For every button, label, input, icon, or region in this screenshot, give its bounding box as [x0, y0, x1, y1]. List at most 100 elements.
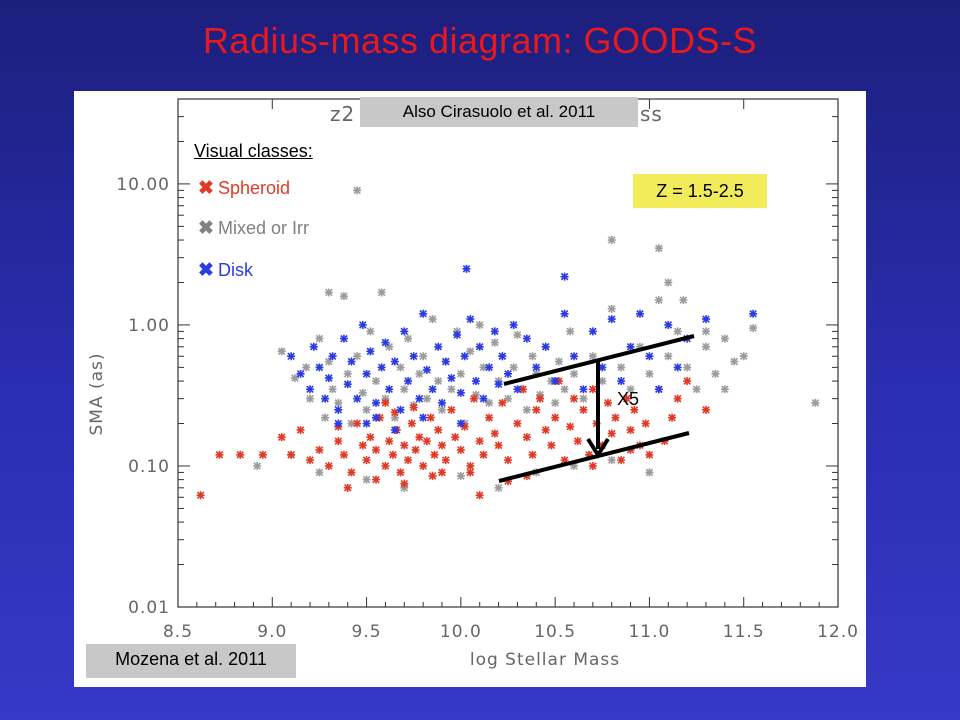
- data-point-spheroid: [532, 405, 541, 414]
- data-point-mixed-or-irr: [485, 398, 494, 407]
- data-point-disk: [434, 342, 443, 351]
- data-point-spheroid: [466, 461, 475, 470]
- data-point-disk: [626, 342, 635, 351]
- data-point-disk: [353, 394, 362, 403]
- data-point-disk: [415, 394, 424, 403]
- data-point-mixed-or-irr: [315, 334, 324, 343]
- data-point-mixed-or-irr: [664, 278, 673, 287]
- data-point-disk: [617, 377, 626, 386]
- data-point-mixed-or-irr: [636, 342, 644, 351]
- data-point-mixed-or-irr: [692, 385, 701, 394]
- data-point-spheroid: [438, 441, 446, 450]
- data-point-disk: [396, 405, 405, 414]
- data-point-spheroid: [366, 433, 375, 442]
- data-point-disk: [636, 309, 644, 318]
- x-cross-icon: ✖: [198, 260, 214, 281]
- data-point-mixed-or-irr: [528, 352, 537, 361]
- data-point-mixed-or-irr: [343, 369, 352, 378]
- data-point-disk: [419, 413, 428, 422]
- data-point-disk: [347, 357, 356, 366]
- data-point-mixed-or-irr: [607, 236, 616, 245]
- data-point-spheroid: [411, 445, 420, 454]
- data-point-mixed-or-irr: [811, 398, 820, 407]
- data-point-spheroid: [528, 450, 537, 459]
- data-point-mixed-or-irr: [504, 394, 512, 403]
- data-point-spheroid: [551, 413, 560, 422]
- data-point-disk: [321, 394, 330, 403]
- data-point-mixed-or-irr: [321, 413, 330, 422]
- data-point-mixed-or-irr: [654, 296, 663, 305]
- data-point-disk: [385, 385, 394, 394]
- data-point-mixed-or-irr: [490, 338, 499, 347]
- data-point-mixed-or-irr: [720, 334, 729, 343]
- y-tick-label: 0.01: [128, 598, 170, 618]
- data-point-disk: [390, 357, 399, 366]
- data-point-spheroid: [579, 405, 588, 414]
- data-point-mixed-or-irr: [381, 394, 390, 403]
- y-tick-label: 1.00: [128, 316, 170, 336]
- legend-item-spheroid: ✖ Spheroid: [198, 177, 290, 200]
- redshift-range-label: Z = 1.5-2.5: [633, 174, 767, 208]
- slide-title: Radius-mass diagram: GOODS-S: [202, 20, 758, 61]
- data-point-mixed-or-irr: [347, 419, 356, 428]
- data-point-disk: [343, 380, 352, 389]
- data-point-spheroid: [441, 456, 450, 465]
- data-point-mixed-or-irr: [570, 369, 578, 378]
- data-point-spheroid: [566, 422, 575, 431]
- legend-item-mixed: ✖ Mixed or Irr: [198, 217, 309, 240]
- data-point-disk: [588, 327, 597, 336]
- data-point-mixed-or-irr: [339, 292, 348, 301]
- y-tick-label: 10.00: [116, 175, 170, 195]
- data-point-disk: [522, 334, 531, 343]
- legend-label-spheroid: Spheroid: [218, 178, 291, 198]
- y-axis-title: SMA (as): [87, 352, 107, 435]
- data-point-spheroid: [683, 377, 692, 386]
- data-point-mixed-or-irr: [385, 342, 394, 351]
- occluded-chart-title-left: z2: [330, 102, 355, 126]
- data-point-disk: [400, 327, 409, 336]
- data-point-mixed-or-irr: [683, 363, 692, 372]
- data-point-mixed-or-irr: [749, 324, 758, 333]
- data-point-mixed-or-irr: [390, 413, 399, 422]
- data-point-mixed-or-irr: [353, 186, 362, 195]
- data-point-mixed-or-irr: [400, 385, 409, 394]
- data-point-disk: [438, 398, 446, 407]
- data-point-spheroid: [434, 425, 443, 434]
- data-point-mixed-or-irr: [702, 327, 710, 336]
- data-point-mixed-or-irr: [551, 398, 560, 407]
- data-point-mixed-or-irr: [428, 315, 437, 324]
- data-point-disk: [339, 334, 348, 343]
- data-point-spheroid: [404, 456, 413, 465]
- data-point-disk: [471, 377, 480, 386]
- data-point-spheroid: [390, 408, 399, 417]
- data-point-mixed-or-irr: [664, 352, 673, 361]
- data-point-spheroid: [196, 491, 205, 500]
- data-point-mixed-or-irr: [306, 394, 314, 403]
- data-point-mixed-or-irr: [438, 405, 446, 414]
- data-point-disk: [309, 342, 318, 351]
- data-point-spheroid: [358, 441, 367, 450]
- data-point-mixed-or-irr: [315, 468, 324, 477]
- data-point-spheroid: [626, 445, 635, 454]
- data-point-spheroid: [258, 450, 267, 459]
- legend-label-disk: Disk: [218, 260, 253, 280]
- data-point-mixed-or-irr: [494, 483, 503, 492]
- x-cross-icon: ✖: [198, 178, 214, 199]
- data-point-mixed-or-irr: [419, 352, 428, 361]
- data-point-spheroid: [498, 398, 507, 407]
- data-point-spheroid: [353, 419, 362, 428]
- data-point-spheroid: [626, 425, 635, 434]
- data-point-spheroid: [343, 483, 352, 492]
- data-point-spheroid: [673, 394, 682, 403]
- legend-title: Visual classes:: [194, 141, 313, 161]
- data-point-mixed-or-irr: [372, 377, 380, 386]
- data-point-disk: [456, 388, 465, 397]
- data-point-disk: [366, 347, 375, 356]
- data-point-mixed-or-irr: [739, 352, 748, 361]
- data-point-disk: [334, 419, 343, 428]
- legend-label-mixed: Mixed or Irr: [218, 218, 310, 238]
- data-point-mixed-or-irr: [598, 377, 607, 386]
- data-point-disk: [404, 377, 413, 386]
- data-point-disk: [509, 320, 518, 329]
- data-point-disk: [702, 315, 710, 324]
